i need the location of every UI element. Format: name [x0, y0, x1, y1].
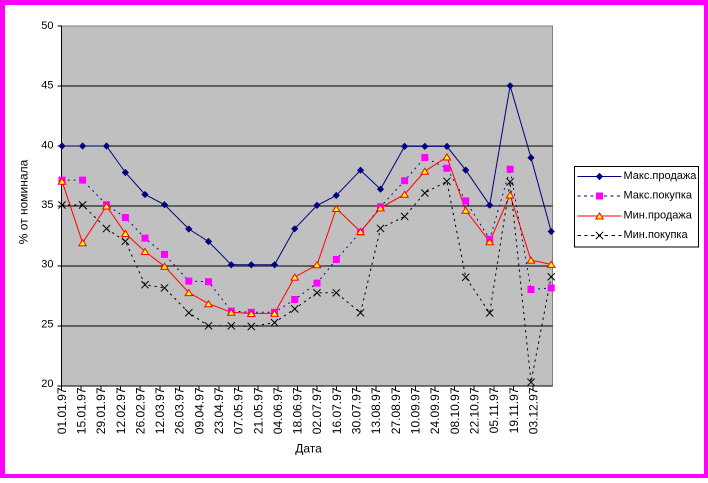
svg-text:Макс.покупка: Макс.покупка	[624, 190, 693, 202]
svg-text:23.04.97: 23.04.97	[212, 387, 226, 434]
svg-text:16.07.97: 16.07.97	[330, 387, 344, 434]
svg-text:04.06.97: 04.06.97	[271, 387, 285, 434]
svg-text:Мин.покупка: Мин.покупка	[624, 229, 689, 241]
svg-text:22.10.97: 22.10.97	[467, 387, 481, 434]
svg-text:45: 45	[41, 80, 53, 92]
svg-text:07.05.97: 07.05.97	[232, 387, 246, 434]
svg-text:02.07.97: 02.07.97	[310, 387, 324, 434]
svg-text:30.07.97: 30.07.97	[350, 387, 364, 434]
svg-text:40: 40	[41, 139, 53, 151]
svg-text:Дата: Дата	[295, 442, 322, 456]
svg-text:% от номинала: % от номинала	[17, 159, 31, 244]
svg-text:12.02.97: 12.02.97	[114, 387, 128, 434]
svg-text:27.08.97: 27.08.97	[389, 387, 403, 434]
svg-text:Макс.продажа: Макс.продажа	[624, 170, 698, 182]
svg-text:12.03.97: 12.03.97	[153, 387, 167, 434]
svg-text:10.09.97: 10.09.97	[409, 387, 423, 434]
svg-text:13.08.97: 13.08.97	[369, 387, 383, 434]
svg-text:15.01.97: 15.01.97	[75, 387, 89, 434]
svg-text:26.03.97: 26.03.97	[173, 387, 187, 434]
svg-text:03.12.97: 03.12.97	[526, 387, 540, 434]
svg-text:09.04.97: 09.04.97	[192, 387, 206, 434]
svg-text:24.09.97: 24.09.97	[428, 387, 442, 434]
svg-text:18.06.97: 18.06.97	[291, 387, 305, 434]
svg-text:35: 35	[41, 199, 53, 211]
svg-text:01.01.97: 01.01.97	[55, 387, 69, 434]
svg-text:05.11.97: 05.11.97	[487, 387, 501, 433]
svg-text:25: 25	[41, 318, 53, 330]
svg-text:29.01.97: 29.01.97	[94, 387, 108, 434]
svg-text:08.10.97: 08.10.97	[448, 387, 462, 434]
svg-text:26.02.97: 26.02.97	[133, 387, 147, 434]
svg-text:20: 20	[41, 378, 53, 390]
svg-text:21.05.97: 21.05.97	[251, 387, 265, 434]
svg-text:50: 50	[41, 20, 53, 32]
svg-text:19.11.97: 19.11.97	[507, 387, 521, 433]
svg-text:Мин.продажа: Мин.продажа	[624, 209, 693, 221]
svg-text:30: 30	[41, 259, 53, 271]
